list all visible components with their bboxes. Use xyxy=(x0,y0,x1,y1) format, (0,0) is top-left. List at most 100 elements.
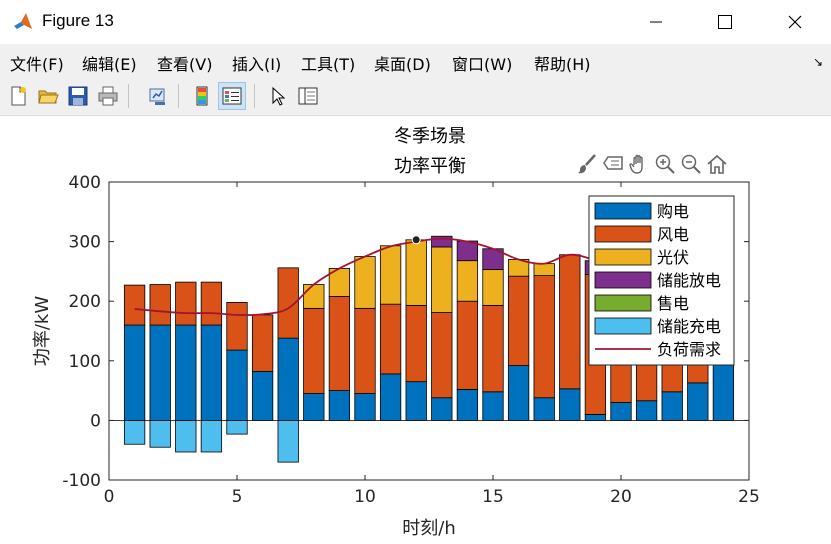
chart-svg: 0 5 10 15 20 25-1000100200300400冬季场景功率平衡时刻/h功… xyxy=(32,126,760,539)
bar-pv xyxy=(431,246,453,313)
menu-desktop[interactable]: 桌面(D) xyxy=(374,55,431,74)
save-button[interactable] xyxy=(64,82,92,110)
legend-swatch xyxy=(594,225,652,243)
menu-file[interactable]: 文件(F) xyxy=(10,55,64,74)
legend-button[interactable] xyxy=(218,82,246,110)
pan-icon xyxy=(629,154,643,174)
y-tick-label: 200 xyxy=(69,292,101,312)
bar-purchase xyxy=(200,324,223,421)
bar-purchase xyxy=(635,400,658,421)
chart-title: 冬季场景 xyxy=(394,126,466,147)
brush-icon xyxy=(578,154,596,174)
property-inspector-icon xyxy=(298,87,318,105)
y-tick-label: -100 xyxy=(62,471,101,491)
menu-tools[interactable]: 工具(T) xyxy=(301,55,356,74)
matlab-icon xyxy=(14,13,32,29)
link-plot-button[interactable] xyxy=(144,82,172,110)
menu-view[interactable]: 查看(V) xyxy=(157,55,213,74)
bar-pv xyxy=(354,256,376,309)
menu-dock-icon[interactable]: ↘ xyxy=(812,55,823,69)
menu-insert[interactable]: 插入(I) xyxy=(232,55,282,74)
x-tick-label: 25 xyxy=(738,487,760,507)
x-tick-label: 10 xyxy=(354,487,376,507)
legend-label: 储能充电 xyxy=(657,317,721,336)
bar-purchase xyxy=(456,389,479,421)
legend-label: 光伏 xyxy=(657,248,689,267)
bar-wind xyxy=(226,301,248,351)
bar-purchase xyxy=(149,324,171,421)
bar-purchase xyxy=(431,397,453,421)
legend-swatch xyxy=(594,294,652,312)
menu-help[interactable]: 帮助(H) xyxy=(534,55,591,74)
window-titlebar: Figure 13 xyxy=(0,0,831,44)
bar-wind xyxy=(431,312,453,399)
bar-wind xyxy=(354,307,376,394)
toolbar-separator xyxy=(254,84,255,108)
colorbar-icon xyxy=(196,86,208,106)
bar-storage_charge xyxy=(226,419,248,435)
close-button[interactable] xyxy=(775,8,815,36)
zoom-out-icon xyxy=(681,154,701,174)
pan-button[interactable] xyxy=(626,150,652,178)
legend-swatch xyxy=(594,317,652,335)
close-icon xyxy=(788,15,802,29)
data-tips-button[interactable] xyxy=(600,150,626,178)
window-title: Figure 13 xyxy=(42,11,114,30)
bar-purchase xyxy=(123,324,146,421)
bar-purchase xyxy=(354,393,376,421)
bar-purchase xyxy=(328,390,351,421)
bar-purchase xyxy=(226,349,248,421)
chart-subtitle: 功率平衡 xyxy=(394,156,466,177)
zoom-in-button[interactable] xyxy=(652,150,678,178)
home-icon xyxy=(707,154,727,174)
zoom-in-icon xyxy=(655,154,675,174)
bar-wind xyxy=(405,304,427,383)
figure-toolbar xyxy=(0,78,831,116)
bar-storage_discharge xyxy=(431,235,453,248)
print-button[interactable] xyxy=(94,82,122,110)
property-inspector-button[interactable] xyxy=(294,82,322,110)
legend-label: 风电 xyxy=(657,225,689,244)
y-tick-label: 100 xyxy=(69,352,101,372)
bar-wind xyxy=(277,267,299,339)
bar-purchase xyxy=(559,388,581,421)
bar-pv xyxy=(303,284,325,309)
bar-storage_charge xyxy=(123,419,146,445)
legend-label: 负荷需求 xyxy=(657,340,721,359)
bar-purchase xyxy=(175,324,197,421)
legend-label: 售电 xyxy=(657,294,689,313)
colorbar-button[interactable] xyxy=(188,82,216,110)
x-tick-label: 0 xyxy=(104,487,115,507)
bar-wind xyxy=(379,303,402,375)
zoom-out-button[interactable] xyxy=(678,150,704,178)
brush-button[interactable] xyxy=(574,150,600,178)
bar-wind xyxy=(303,307,325,394)
bar-purchase xyxy=(687,382,709,421)
bar-purchase xyxy=(661,391,683,421)
home-button[interactable] xyxy=(704,150,730,178)
bar-storage_charge xyxy=(200,419,223,453)
menu-bar: 文件(F) 编辑(E) 查看(V) 插入(I) 工具(T) 桌面(D) 窗口(W… xyxy=(0,44,831,78)
y-axis-label: 功率/kW xyxy=(32,296,53,366)
bar-wind xyxy=(482,304,504,393)
y-tick-label: 300 xyxy=(69,233,101,253)
edit-plot-button[interactable] xyxy=(264,82,292,110)
legend-icon xyxy=(222,87,242,105)
minimize-button[interactable] xyxy=(636,8,676,36)
open-file-button[interactable] xyxy=(34,82,62,110)
toolbar-separator xyxy=(178,84,179,108)
bar-wind xyxy=(533,275,555,399)
data-tips-icon xyxy=(603,156,623,170)
bar-wind xyxy=(149,284,171,326)
data-tip-marker xyxy=(411,235,421,245)
bar-purchase xyxy=(405,381,427,421)
maximize-button[interactable] xyxy=(705,8,745,36)
new-figure-button[interactable] xyxy=(4,82,32,110)
bar-storage_charge xyxy=(277,419,299,463)
maximize-icon xyxy=(718,15,732,29)
menu-edit[interactable]: 编辑(E) xyxy=(82,55,137,74)
menu-window[interactable]: 窗口(W) xyxy=(452,55,513,74)
bar-purchase xyxy=(379,373,402,421)
bar-wind xyxy=(123,284,146,326)
bar-pv xyxy=(533,263,555,276)
